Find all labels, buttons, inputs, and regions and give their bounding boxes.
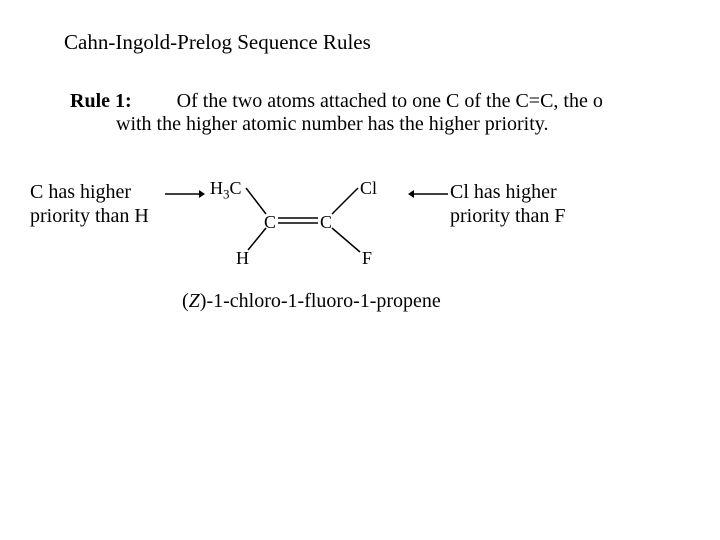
rule-text-line2: with the higher atomic number has the hi…	[116, 113, 720, 136]
right-annotation-line1: Cl has higher	[450, 180, 566, 204]
atom-cl: Cl	[360, 178, 377, 199]
rule-text-line1: Of the two atoms attached to one C of th…	[177, 90, 603, 112]
right-annotation: Cl has higher priority than F	[450, 180, 566, 228]
arrow-right-icon	[408, 188, 448, 200]
left-annotation-line2: priority than H	[30, 204, 149, 228]
left-annotation-line1: C has higher	[30, 180, 149, 204]
atom-c-right: C	[320, 212, 332, 233]
compound-name-rest: )-1-chloro-1-fluoro-1-propene	[200, 290, 441, 312]
rule-label: Rule 1:	[70, 90, 132, 112]
compound-name: (Z)-1-chloro-1-fluoro-1-propene	[182, 290, 441, 313]
compound-name-stereo: Z	[189, 290, 200, 312]
atom-h: H	[236, 248, 249, 269]
atom-h3c: H3C	[210, 178, 242, 203]
page-title: Cahn-Ingold-Prelog Sequence Rules	[64, 30, 371, 55]
molecule-structure: H3C Cl C C H F	[210, 170, 410, 270]
right-annotation-line2: priority than F	[450, 204, 566, 228]
atom-c-left: C	[264, 212, 276, 233]
left-annotation: C has higher priority than H	[30, 180, 149, 228]
rule-block: Rule 1: Of the two atoms attached to one…	[70, 90, 720, 136]
atom-h3c-c: C	[230, 178, 242, 198]
atom-f: F	[362, 248, 372, 269]
arrow-left-icon	[165, 188, 205, 200]
atom-h3c-h: H	[210, 178, 223, 198]
compound-name-paren-open: (	[182, 290, 189, 312]
